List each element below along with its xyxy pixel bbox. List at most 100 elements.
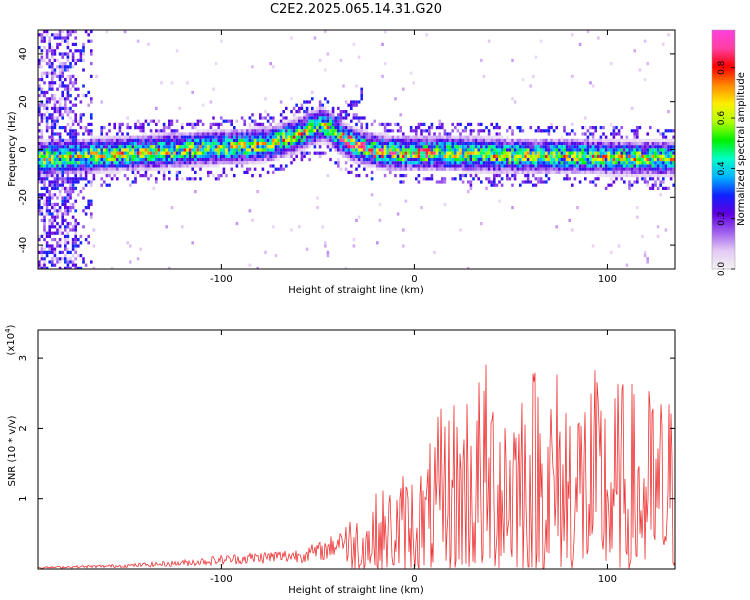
spectrogram-cell [378,158,382,162]
spectrogram-cell [40,138,44,142]
spectrogram-cell [404,158,408,162]
spectrogram-cell [256,126,259,130]
spectrogram-cell [552,129,556,133]
spectrogram-cell [222,167,226,171]
spectrogram-cell [630,170,634,174]
spectrogram-cell [381,138,384,142]
spectrogram-cell [82,186,85,190]
spectrogram-cell [620,142,623,146]
spectrogram-cell [599,142,603,146]
spectrogram-cell [656,234,660,238]
spectrogram-cell [264,151,267,155]
spectrogram-cell [604,170,608,174]
spectrogram-cell [71,260,75,264]
spectrogram-cell [272,119,275,123]
spectrogram-cell [149,164,153,168]
spectrogram-cell [646,62,649,66]
spectrogram-cell [516,138,519,142]
spectrogram-cell [399,164,402,168]
spectrogram-cell [578,138,582,142]
spectrogram-cell [669,174,673,178]
spectrogram-cell [209,126,213,130]
spectrogram-cell [646,142,649,146]
spectrogram-cell [230,161,233,165]
spectrogram-cell [173,145,176,149]
spectrogram-cell [90,100,93,104]
spectrogram-cell [649,186,652,190]
spectrogram-cell [422,164,426,168]
spectrogram-cell [316,142,319,146]
spectrogram-cell [300,119,304,123]
spectrogram-cell [604,138,608,142]
spectrogram-cell [376,135,379,139]
spectrogram-cell [191,161,194,165]
spectrogram-cell [188,161,192,165]
spectrogram-cell [144,164,148,168]
spectrogram-cell [178,158,181,162]
spectrogram-cell [269,116,272,120]
spectrogram-cell [355,122,358,126]
spectrogram-cell [524,138,527,142]
spectrogram-cell [420,145,423,149]
spectrogram-cell [599,138,603,142]
spectrogram-cell [248,158,252,162]
spectrogram-cell [441,177,444,181]
spectrogram-cell [584,142,587,146]
spectrogram-cell [201,151,205,155]
spectrogram-cell [638,68,642,72]
spectrogram-cell [53,110,57,114]
spectrogram-cell [464,135,467,139]
spectrogram-cell [118,164,122,168]
spectrogram-cell [360,151,363,155]
spectrogram-cell [545,158,548,162]
spectrogram-cell [363,132,366,136]
spectrogram-cell [230,135,233,139]
spectrogram-cell [58,110,62,114]
spectrogram-cell [222,158,226,162]
spectrogram-cell [365,164,369,168]
spectrogram-cell [58,103,62,107]
spectrogram-cell [428,126,431,130]
spectrogram-cell [628,180,631,184]
spectrogram-cell [157,164,161,168]
spectrogram-cell [201,135,205,139]
spectrogram-cell [51,49,54,53]
spectrogram-cell [318,151,322,155]
spectrogram-cell [61,218,64,222]
spectrogram-cell [277,138,280,142]
spectrogram-cell [396,151,400,155]
spectrogram-cell [290,138,293,142]
spectrogram-cell [82,142,85,146]
spectrogram-cell [58,106,62,110]
spectrogram-cell [428,167,431,171]
spectrogram-cell [415,138,418,142]
spectrogram-cell [568,148,571,152]
spectrogram-cell [628,164,631,168]
spectrogram-cell [623,142,626,146]
spectrogram-cell [74,218,77,222]
spectrogram-cell [477,122,480,126]
spectrogram-cell [191,90,194,94]
spectrogram-cell [623,174,626,178]
spectrogram-cell [326,132,330,136]
spectrogram-cell [313,116,317,120]
spectrogram-cell [58,148,62,152]
spectrogram-cell [173,158,176,162]
spectrogram-cell [656,161,660,165]
spectrogram-cell [438,151,441,155]
spectrogram-cell [638,164,642,168]
spectrogram-cell [633,132,636,136]
spectrogram-cell [253,132,257,136]
spectrogram-cell [578,158,582,162]
spectrogram-cell [545,164,548,168]
spectrogram-cell [370,122,374,126]
spectrogram-cell [58,74,62,78]
snr-multiplier: (x104) [4,324,17,355]
spectrogram-cell [498,167,501,171]
spectrogram-cell [352,244,356,248]
spectrogram-cell [82,154,85,158]
spectrogram-cell [64,234,67,238]
spectrogram-cell [597,36,600,40]
spectrogram-cell [90,49,93,53]
spectrogram-cell [311,106,314,110]
